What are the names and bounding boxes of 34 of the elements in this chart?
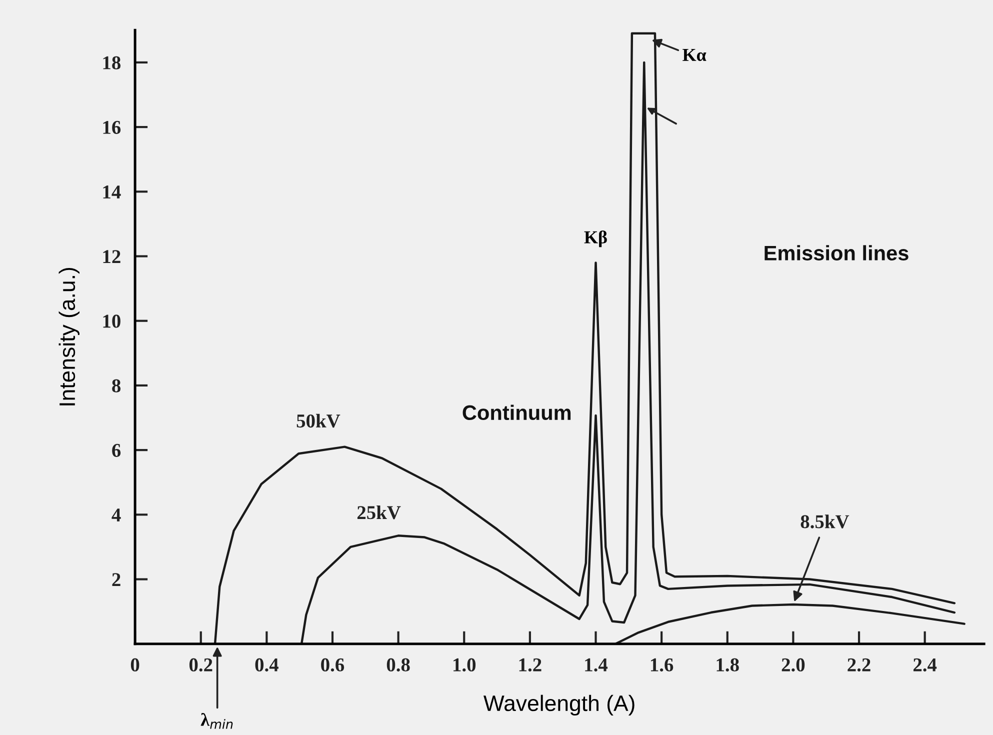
y-tick-label: 18: [103, 56, 121, 70]
x-tick-label: 2.0: [782, 658, 805, 672]
line-series: [614, 603, 966, 644]
series-label: 50kV: [296, 414, 340, 428]
x-tick-label: 0: [130, 658, 140, 672]
y-tick-label: 4: [112, 508, 121, 522]
annotation: λ$_{min}$: [200, 713, 233, 729]
annotation: Continuum: [462, 404, 571, 420]
line-series: [214, 32, 956, 644]
x-tick-label: 1.6: [650, 658, 674, 672]
annotation: Kα: [682, 49, 706, 62]
x-tick-label: 0.4: [255, 658, 278, 672]
x-tick-label: 2.2: [848, 658, 870, 672]
y-tick-label: 10: [103, 314, 120, 328]
y-tick-label: 16: [103, 120, 121, 134]
x-tick-label: 0.8: [386, 658, 410, 672]
y-axis-title: Intensity (a.u.): [58, 268, 80, 406]
y-tick-label: 2: [112, 573, 120, 586]
x-tick-label: 1.8: [716, 658, 739, 672]
text: 8.5kV: [800, 514, 850, 528]
x-tick-label: 1.2: [519, 658, 542, 672]
y-tick-label: 12: [103, 250, 120, 263]
x-tick-label: 0.6: [321, 658, 344, 672]
x-axis-title: Wavelength (A): [484, 694, 634, 716]
x-tick-label: 1.4: [585, 658, 608, 672]
y-tick-label: 6: [112, 444, 121, 457]
y-tick-label: 14: [103, 186, 121, 198]
y-tick-label: 8: [112, 379, 121, 392]
x-tick-label: 0.2: [189, 658, 212, 672]
annotation: Kβ: [584, 230, 607, 248]
x-tick-label: 2.4: [913, 658, 937, 672]
series-label: 25kV: [357, 505, 401, 520]
x-tick-label: 1.0: [454, 658, 476, 672]
annotation: Emission lines: [764, 245, 908, 260]
